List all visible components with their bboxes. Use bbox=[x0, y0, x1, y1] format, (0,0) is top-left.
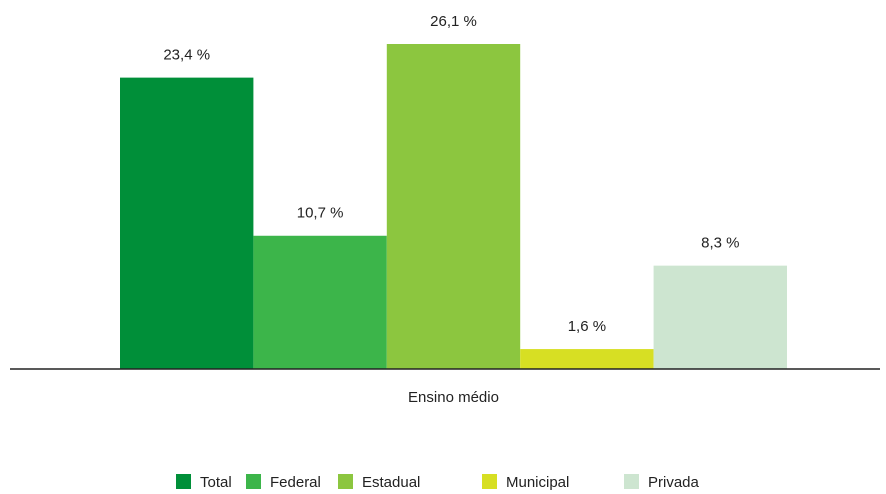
legend-swatch bbox=[176, 474, 191, 489]
value-label: 26,1 % bbox=[430, 13, 477, 30]
legend-swatch bbox=[624, 474, 639, 489]
bar bbox=[120, 77, 254, 369]
legend-swatch bbox=[338, 474, 353, 489]
bar bbox=[253, 235, 387, 369]
legend-swatch bbox=[246, 474, 261, 489]
value-label: 8,3 % bbox=[701, 235, 739, 252]
value-label: 1,6 % bbox=[568, 318, 606, 335]
bar bbox=[386, 44, 521, 369]
bar bbox=[520, 349, 654, 369]
legend-label: Federal bbox=[270, 474, 321, 491]
legend-label: Total bbox=[200, 474, 232, 491]
value-label: 10,7 % bbox=[297, 205, 344, 222]
value-label: 23,4 % bbox=[163, 47, 210, 64]
legend-swatch bbox=[482, 474, 497, 489]
legend-label: Estadual bbox=[362, 474, 420, 491]
legend-label: Municipal bbox=[506, 474, 569, 491]
legend-label: Privada bbox=[648, 474, 700, 491]
bar bbox=[653, 265, 787, 369]
category-label: Ensino médio bbox=[408, 389, 499, 406]
